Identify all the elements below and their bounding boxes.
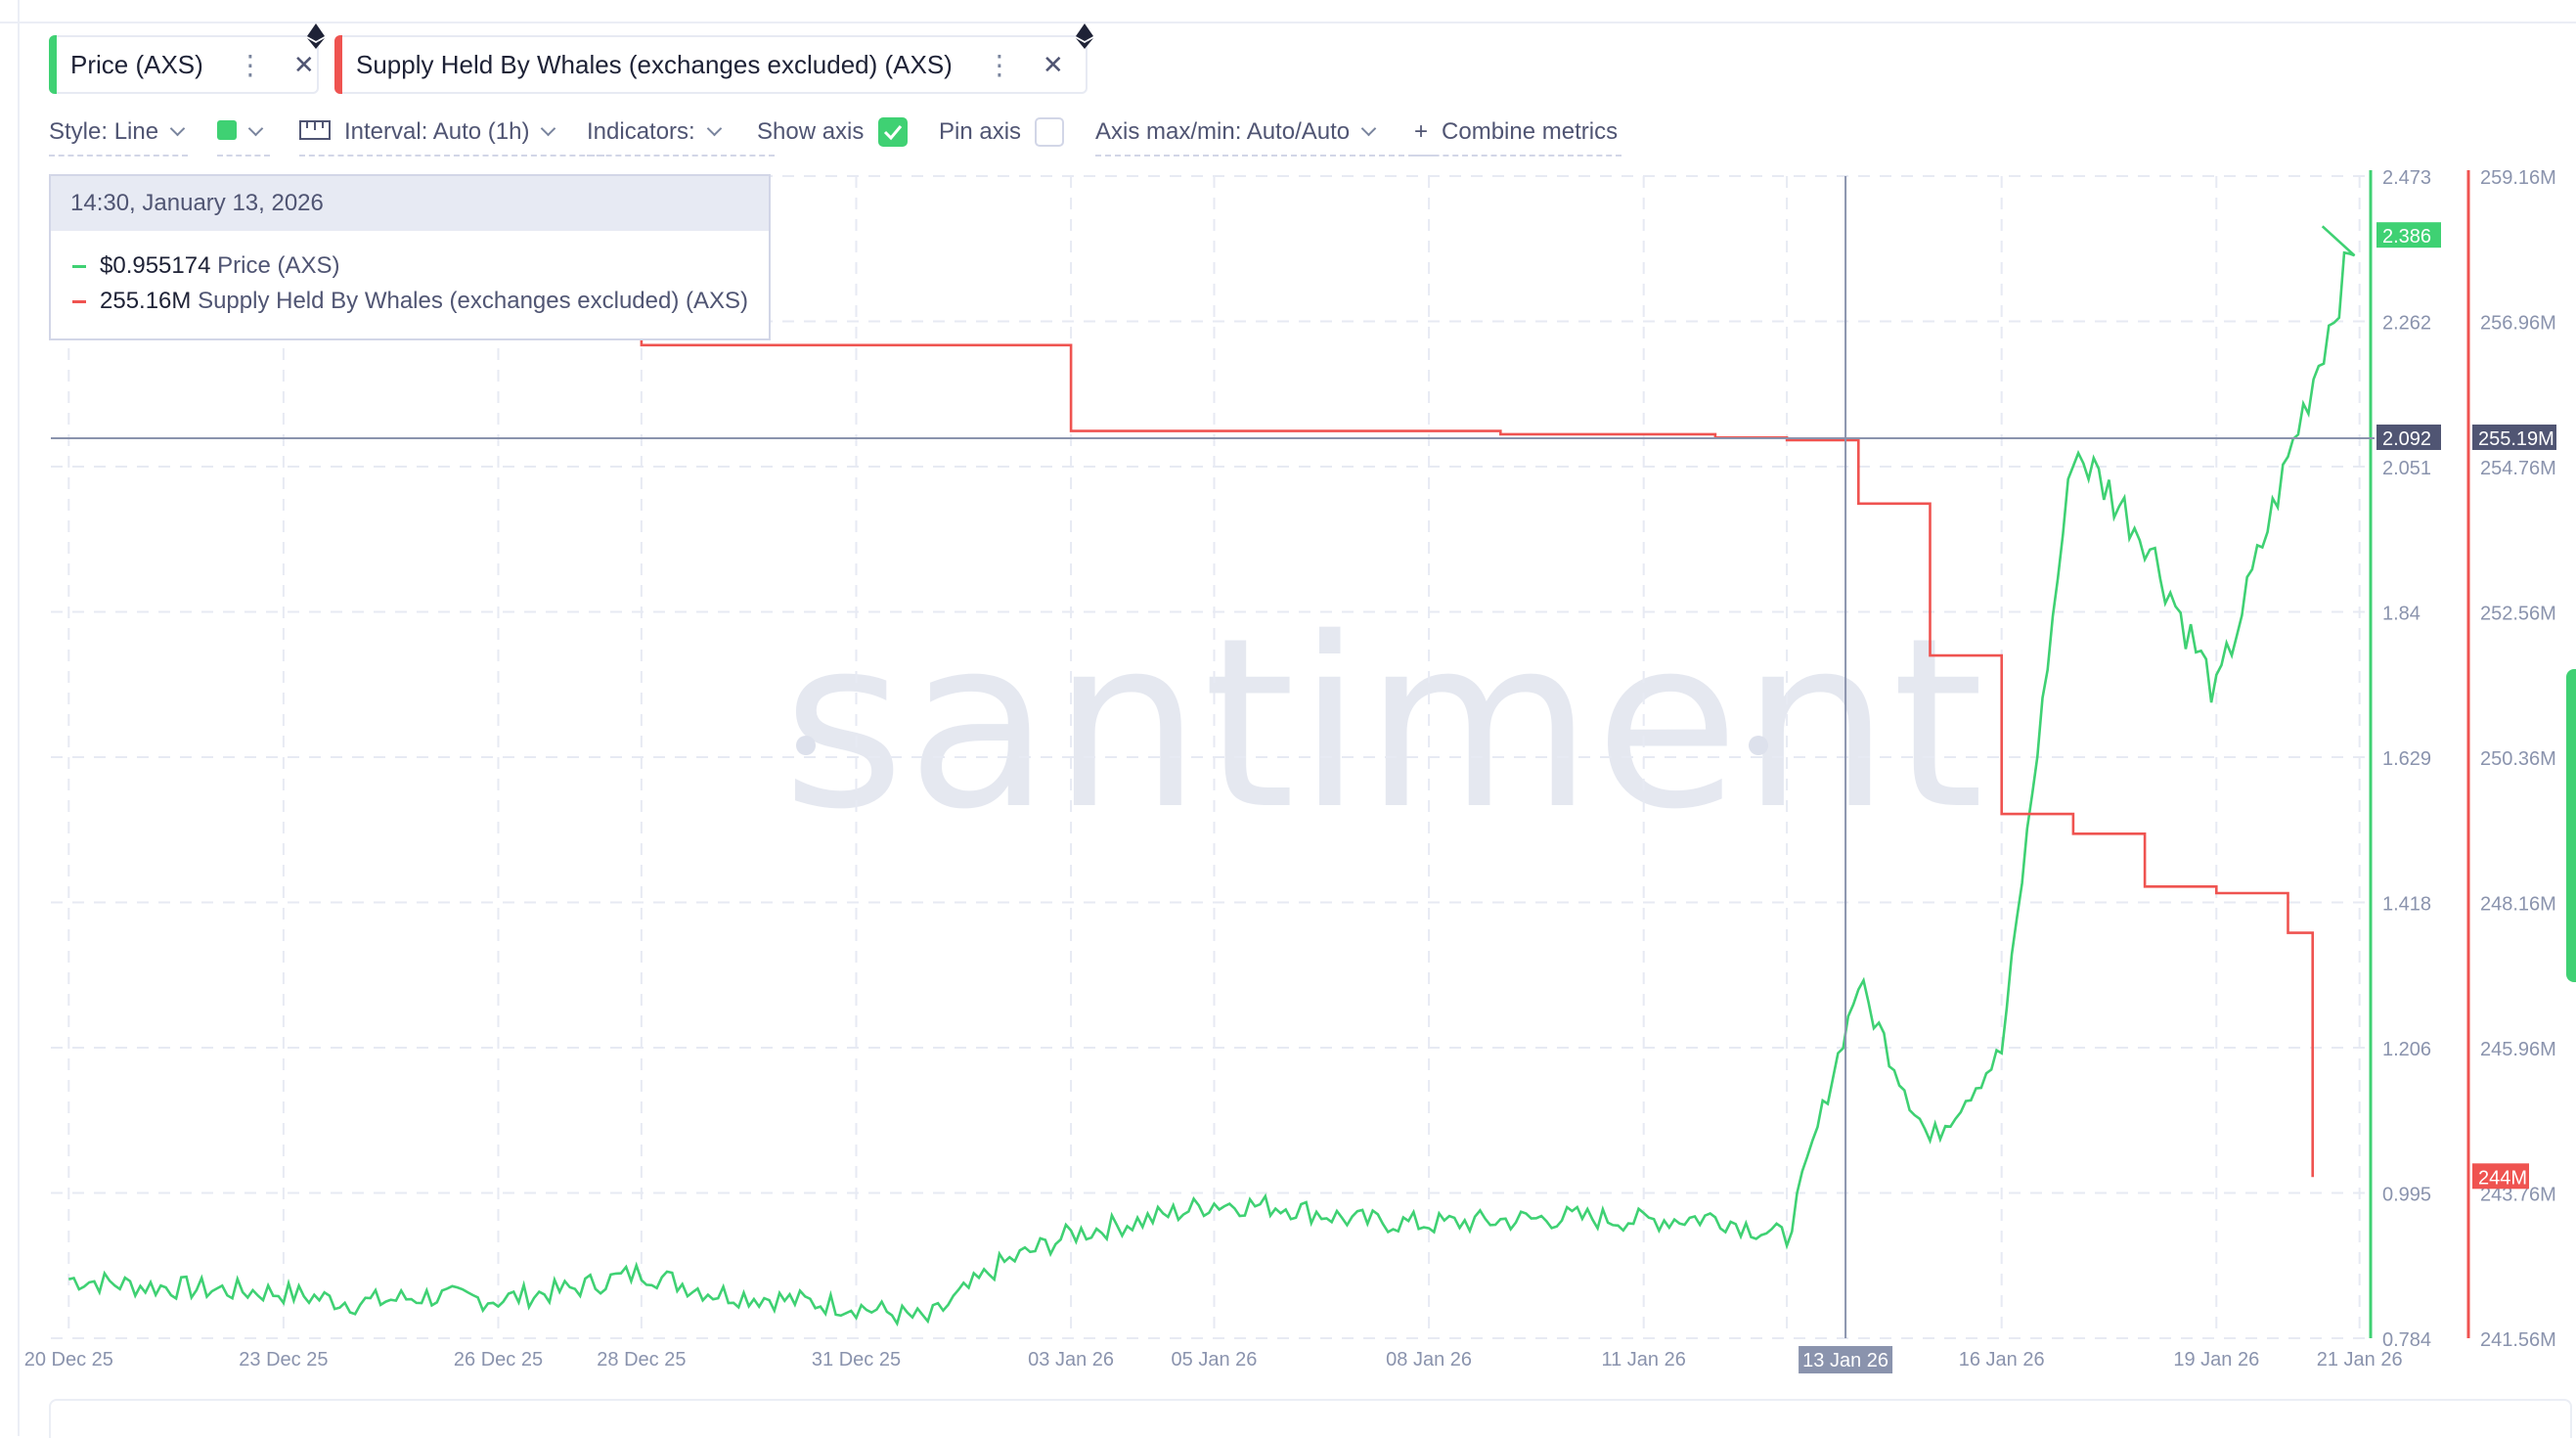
ruler-icon	[299, 119, 331, 140]
close-icon[interactable]: ✕	[1042, 49, 1064, 79]
price-axis-tick: 0.995	[2382, 1185, 2431, 1206]
show-axis-checkbox[interactable]	[878, 117, 908, 147]
tooltip-date: 14:30, January 13, 2026	[51, 176, 769, 231]
indicators-dropdown[interactable]: Indicators:	[587, 115, 775, 157]
metric-label-supply: Supply Held By Whales (exchanges exclude…	[356, 49, 953, 79]
axes: 2.473 259.16M 2.262 256.96M 2.051 254.76M 1.84…	[24, 167, 2556, 1373]
x-axis-tick: 21 Jan 26	[2317, 1349, 2403, 1371]
plus-icon: +	[1414, 118, 1429, 145]
x-axis-tick: 16 Jan 26	[1959, 1349, 2045, 1371]
x-axis-tick: 31 Dec 25	[812, 1349, 901, 1371]
legend-dash-price	[72, 265, 86, 269]
chart-area[interactable]: 2.473 259.16M 2.262 256.96M 2.051 254.76M 1.84…	[0, 0, 2576, 1399]
supply-current-badge-bg	[2472, 1163, 2529, 1190]
supply-axis-tick: 252.56M	[2480, 604, 2556, 625]
tooltip-price-label: Price (AXS)	[217, 252, 340, 279]
supply-axis-tick: 254.76M	[2480, 458, 2556, 479]
side-scroll-tab[interactable]	[2566, 669, 2576, 982]
x-axis-tick: 03 Jan 26	[1028, 1349, 1114, 1371]
price-axis-tick: 1.206	[2382, 1039, 2431, 1060]
more-options-icon[interactable]: ⋮	[236, 49, 264, 80]
price-axis-tick: 0.784	[2382, 1329, 2431, 1351]
x-axis-tick: 28 Dec 25	[597, 1349, 686, 1371]
price-crosshair-badge: 2.092	[2382, 428, 2431, 450]
combine-metrics-button[interactable]: + Combine metrics	[1414, 115, 1621, 157]
interval-label: Interval: Auto (1h)	[344, 118, 530, 145]
x-axis-tick: 05 Jan 26	[1172, 1349, 1258, 1371]
axis-maxmin-dropdown[interactable]: Axis max/min: Auto/Auto	[1095, 115, 1434, 157]
check-icon	[883, 125, 903, 141]
crosshair-x-badge	[1799, 1346, 1893, 1373]
price-axis-tick: 1.629	[2382, 748, 2431, 770]
tooltip-row-supply: 255.16M Supply Held By Whales (exchanges…	[72, 288, 769, 315]
axis-maxmin-label: Axis max/min: Auto/Auto	[1095, 118, 1351, 145]
price-axis-tick: 1.84	[2382, 604, 2421, 625]
series-lines	[68, 225, 2356, 1327]
metric-color-bar	[334, 35, 342, 94]
price-axis-tick: 2.473	[2382, 167, 2431, 189]
indicators-label: Indicators:	[587, 118, 695, 145]
price-line	[68, 225, 2356, 1327]
supply-crosshair-badge: 255.19M	[2478, 428, 2554, 450]
x-axis-tick: 19 Jan 26	[2173, 1349, 2259, 1371]
price-axis-tick: 1.418	[2382, 894, 2431, 916]
watermark-dot	[796, 736, 816, 755]
range-navigator[interactable]	[49, 1399, 2572, 1438]
tooltip-supply-value: 255.16M	[100, 288, 192, 314]
x-axis-tick: 11 Jan 26	[1601, 1349, 1685, 1371]
supply-axis-tick: 256.96M	[2480, 313, 2556, 335]
pin-axis-checkbox[interactable]	[1035, 117, 1064, 147]
color-swatch	[217, 119, 237, 140]
more-options-icon[interactable]: ⋮	[985, 49, 1013, 80]
supply-axis-tick: 245.96M	[2480, 1039, 2556, 1060]
tooltip-price-value: $0.955174	[100, 252, 211, 279]
supply-axis-tick: 259.16M	[2480, 167, 2556, 189]
supply-axis-tick: 243.76M	[2480, 1185, 2556, 1206]
x-axis-tick: 26 Dec 25	[454, 1349, 543, 1371]
close-icon[interactable]: ✕	[292, 49, 315, 79]
pin-axis-label: Pin axis	[939, 118, 1022, 145]
supply-axis-tick: 250.36M	[2480, 748, 2556, 770]
top-border	[0, 0, 2576, 23]
watermark-dot	[1749, 736, 1768, 755]
supply-axis-tick: 241.56M	[2480, 1329, 2556, 1351]
grid	[51, 175, 2367, 1339]
legend-dash-supply	[72, 300, 86, 304]
price-axis-tick: 2.051	[2382, 458, 2431, 479]
style-dropdown[interactable]: Style: Line	[49, 115, 188, 157]
x-axis-tick: 23 Dec 25	[239, 1349, 328, 1371]
ethereum-icon	[307, 23, 325, 49]
left-border	[0, 0, 20, 1436]
color-picker[interactable]	[217, 115, 270, 157]
price-current-badge-bg	[2376, 222, 2441, 248]
ethereum-icon	[1076, 23, 1093, 49]
metric-color-bar	[49, 35, 57, 94]
price-current-badge: 2.386	[2382, 226, 2431, 247]
supply-current-badge: 244M	[2478, 1167, 2527, 1189]
supply-crosshair-badge-bg	[2472, 424, 2556, 450]
interval-dropdown[interactable]: Interval: Auto (1h)	[299, 115, 604, 157]
combine-metrics-label: Combine metrics	[1442, 118, 1619, 145]
x-axis-tick: 08 Jan 26	[1386, 1349, 1472, 1371]
watermark: santiment	[782, 587, 1986, 861]
supply-axis-tick: 248.16M	[2480, 894, 2556, 916]
style-label: Style: Line	[49, 118, 159, 145]
tooltip-supply-label: Supply Held By Whales (exchanges exclude…	[198, 288, 749, 314]
price-axis-tick: 2.262	[2382, 313, 2431, 335]
x-axis-tick: 20 Dec 25	[24, 1349, 113, 1371]
crosshair-x-label: 13 Jan 26	[1802, 1350, 1888, 1371]
show-axis-label: Show axis	[757, 118, 865, 145]
metric-chip-supply[interactable]: Supply Held By Whales (exchanges exclude…	[334, 35, 1088, 94]
metric-chip-price[interactable]: Price (AXS) ⋮ ✕	[49, 35, 319, 94]
metric-label-price: Price (AXS)	[70, 49, 203, 79]
tooltip-row-price: $0.955174 Price (AXS)	[72, 252, 769, 280]
chart-tooltip: 14:30, January 13, 2026 $0.955174 Price …	[49, 174, 771, 340]
price-crosshair-badge-bg	[2376, 424, 2441, 450]
